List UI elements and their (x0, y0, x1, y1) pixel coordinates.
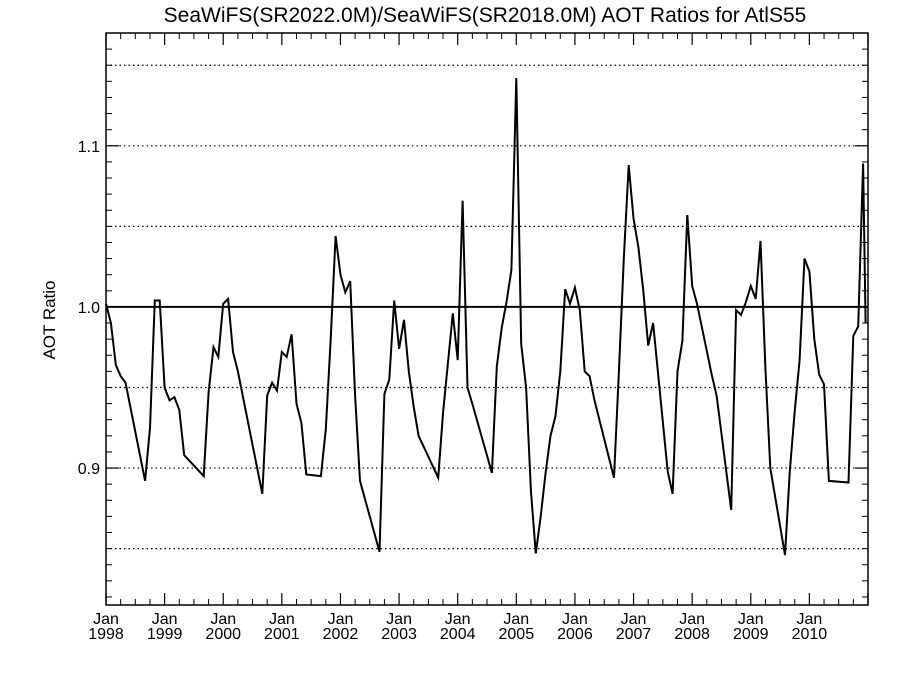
x-tick-label-year: 1999 (147, 626, 183, 643)
axis-ticks (105, 32, 869, 605)
x-tick-label-month: Jan (679, 611, 705, 628)
x-tick-label-year: 2000 (205, 626, 241, 643)
x-tick-label-month: Jan (386, 611, 412, 628)
x-tick-label-month: Jan (621, 611, 647, 628)
x-tick-label-year: 2003 (381, 626, 417, 643)
y-tick-label: 0.9 (78, 461, 100, 478)
x-tick-label-year: 2006 (557, 626, 593, 643)
x-tick-label-month: Jan (93, 611, 119, 628)
x-tick-label-year: 2005 (499, 626, 535, 643)
y-tick-label: 1.0 (78, 300, 100, 317)
x-tick-label-year: 2007 (616, 626, 652, 643)
x-tick-label-month: Jan (269, 611, 295, 628)
x-tick-label-month: Jan (503, 611, 529, 628)
x-tick-label-year: 1998 (88, 626, 124, 643)
x-tick-label-year: 2001 (264, 626, 300, 643)
x-tick-label-month: Jan (210, 611, 236, 628)
x-tick-label-year: 2008 (674, 626, 710, 643)
gridlines (106, 64, 868, 550)
y-axis-label: AOT Ratio (40, 280, 59, 359)
x-tick-label-month: Jan (738, 611, 764, 628)
x-tick-label-month: Jan (562, 611, 588, 628)
x-tick-label-year: 2002 (323, 626, 359, 643)
y-tick-label: 1.1 (78, 139, 100, 156)
x-tick-label-month: Jan (796, 611, 822, 628)
y-tick-labels: 0.9 1.0 1.1 (78, 139, 100, 478)
x-tick-label-month: Jan (445, 611, 471, 628)
plot-frame (105, 32, 869, 606)
x-tick-labels: Jan1998Jan1999Jan2000Jan2001Jan2002Jan20… (88, 611, 827, 643)
chart-title: SeaWiFS(SR2022.0M)/SeaWiFS(SR2018.0M) AO… (164, 4, 807, 27)
x-tick-label-year: 2004 (440, 626, 476, 643)
data-series (105, 78, 867, 556)
x-tick-label-year: 2010 (792, 626, 828, 643)
x-tick-label-year: 2009 (733, 626, 769, 643)
x-tick-label-month: Jan (328, 611, 354, 628)
x-tick-label-month: Jan (152, 611, 178, 628)
series-line-0 (105, 78, 867, 556)
